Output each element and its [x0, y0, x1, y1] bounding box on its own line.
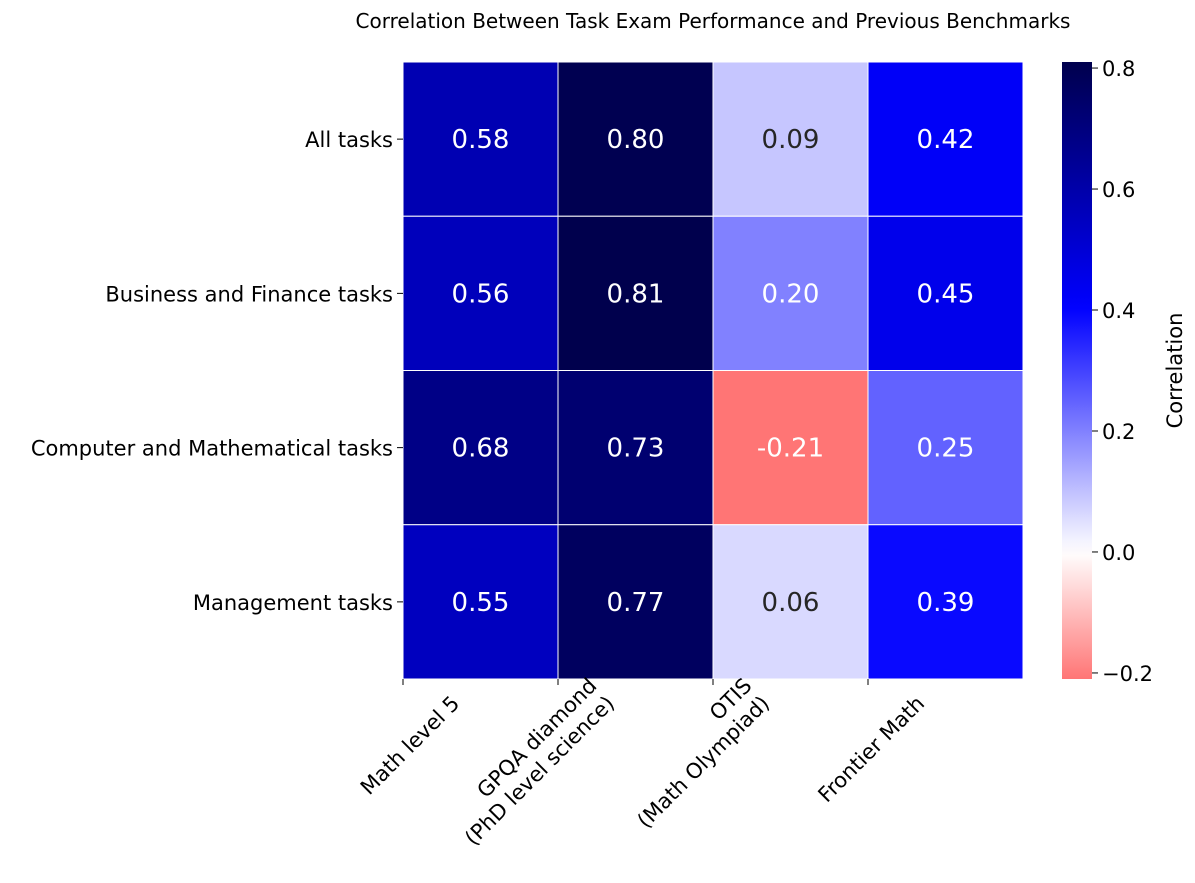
- cell-value-r1-c3: 0.45: [917, 279, 975, 309]
- cell-value-r0-c0: 0.58: [452, 125, 510, 155]
- heatmap-cell-labels: 0.58 0.80 0.09 0.42 0.56 0.81 0.20 0.45 0.68 0.73…: [452, 125, 975, 618]
- cell-value-r1-c2: 0.20: [762, 279, 820, 309]
- heatmap-cell-r1-c1: [557, 215, 714, 371]
- colorbar: −0.2 0.0 0.2 0.4 0.6 0.8 Correlation: [1062, 57, 1187, 686]
- row-label-3: Management tasks: [193, 591, 393, 615]
- heatmap-cell-r1-c2: [712, 215, 869, 371]
- cell-value-r0-c2: 0.09: [762, 125, 820, 155]
- heatmap-cell-r1-c0: [402, 215, 559, 371]
- cell-value-r2-c0: 0.68: [452, 434, 510, 464]
- heatmap-cell-r0-c2: [712, 61, 869, 217]
- cell-value-r3-c1: 0.77: [607, 588, 665, 618]
- cell-value-r0-c1: 0.80: [607, 125, 665, 155]
- heatmap-cell-r3-c1: [557, 524, 714, 680]
- column-label-3: Frontier Math: [813, 691, 929, 807]
- row-label-2: Computer and Mathematical tasks: [31, 437, 393, 461]
- colorbar-tick-label-5: 0.8: [1102, 57, 1135, 81]
- column-label-1: GPQA diamond(PhD level science): [443, 674, 620, 851]
- cell-value-r2-c1: 0.73: [607, 434, 665, 464]
- heatmap-cell-r0-c1: [557, 61, 714, 217]
- cell-value-r3-c2: 0.06: [762, 588, 820, 618]
- colorbar-tick-label-2: 0.2: [1102, 420, 1135, 444]
- heatmap-cell-r0-c3: [867, 61, 1024, 217]
- cell-value-r2-c2: -0.21: [757, 434, 824, 464]
- chart-title: Correlation Between Task Exam Performanc…: [356, 9, 1071, 33]
- heatmap-cell-r3-c2: [712, 524, 869, 680]
- colorbar-gradient: [1062, 62, 1092, 679]
- row-labels: All tasks Business and Finance tasks Compu…: [31, 128, 403, 615]
- cell-value-r2-c3: 0.25: [917, 434, 975, 464]
- heatmap-cell-r2-c1: [557, 370, 714, 526]
- colorbar-label: Correlation: [1163, 313, 1187, 429]
- heatmap-cell-r2-c3: [867, 370, 1024, 526]
- column-label-0: Math level 5: [356, 691, 464, 799]
- heatmap-cell-r3-c0: [402, 524, 559, 680]
- heatmap-cell-r1-c3: [867, 215, 1024, 371]
- colorbar-tick-label-0: −0.2: [1102, 662, 1153, 686]
- cell-value-r0-c3: 0.42: [917, 125, 975, 155]
- heatmap-cells: [402, 61, 1024, 680]
- row-label-1: Business and Finance tasks: [105, 282, 393, 306]
- heatmap-cell-r0-c0: [402, 61, 559, 217]
- colorbar-tick-label-4: 0.6: [1102, 178, 1135, 202]
- cell-value-r1-c0: 0.56: [452, 279, 510, 309]
- heatmap-cell-r3-c3: [867, 524, 1024, 680]
- cell-value-r3-c0: 0.55: [452, 588, 510, 618]
- column-label-2: OTIS(Math Olympiad): [615, 674, 774, 833]
- colorbar-tick-label-1: 0.0: [1102, 541, 1135, 565]
- cell-value-r3-c3: 0.39: [917, 588, 975, 618]
- column-labels: Math level 5 GPQA diamond(PhD level scien…: [356, 674, 929, 851]
- row-label-0: All tasks: [305, 128, 393, 152]
- colorbar-tick-label-3: 0.4: [1102, 299, 1135, 323]
- cell-value-r1-c1: 0.81: [607, 279, 665, 309]
